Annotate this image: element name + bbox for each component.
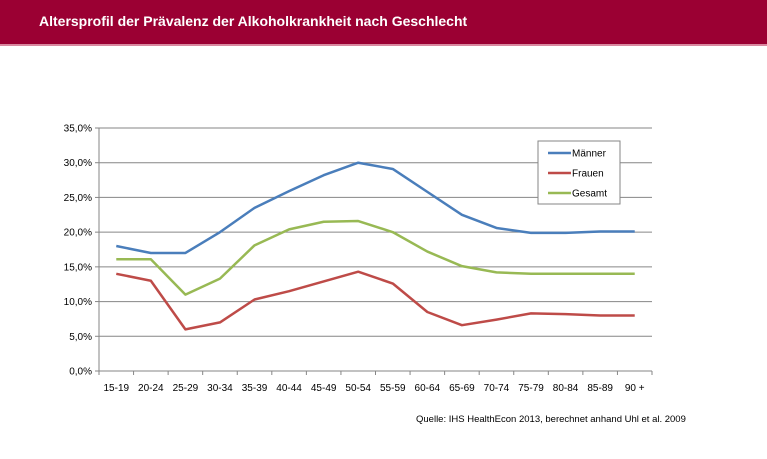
legend-label: Frauen [572, 169, 604, 180]
x-tick-label: 45-49 [311, 383, 337, 394]
y-tick-label: 25,0% [64, 193, 92, 204]
x-tick-label: 15-19 [103, 383, 129, 394]
header-bar: Altersprofil der Prävalenz der Alkoholkr… [0, 0, 767, 46]
legend: Männer Frauen Gesamt [537, 140, 621, 205]
x-tick-label: 60-64 [415, 383, 441, 394]
y-tick-label: 15,0% [64, 262, 92, 273]
series-line-männer [116, 161, 635, 255]
legend-label: Männer [572, 149, 607, 160]
x-tick-label: 75-79 [518, 383, 544, 394]
y-tick-label: 30,0% [64, 158, 92, 169]
x-tick-label: 50-54 [345, 383, 371, 394]
source-note: Quelle: IHS HealthEcon 2013, berechnet a… [416, 414, 686, 425]
y-tick-label: 35,0% [64, 124, 92, 135]
x-tick-label: 80-84 [553, 383, 579, 394]
y-tick-label: 5,0% [69, 332, 92, 343]
page-title: Altersprofil der Prävalenz der Alkoholkr… [39, 13, 468, 29]
y-tick-label: 0,0% [69, 367, 92, 378]
x-tick-label: 90 + [625, 383, 645, 394]
legend-label: Gesamt [572, 189, 607, 200]
x-tick-label: 30-34 [207, 383, 233, 394]
x-tick-label: 40-44 [276, 383, 302, 394]
series-line-frauen [116, 270, 635, 331]
x-tick-label: 20-24 [138, 383, 164, 394]
x-tick-label: 65-69 [449, 383, 475, 394]
x-tick-label: 25-29 [173, 383, 199, 394]
x-tick-label: 35-39 [242, 383, 268, 394]
y-tick-label: 10,0% [64, 297, 92, 308]
x-tick-label: 85-89 [587, 383, 613, 394]
x-tick-label: 55-59 [380, 383, 406, 394]
x-tick-label: 70-74 [484, 383, 510, 394]
series-line-gesamt [116, 219, 635, 296]
y-tick-label: 20,0% [64, 228, 92, 239]
